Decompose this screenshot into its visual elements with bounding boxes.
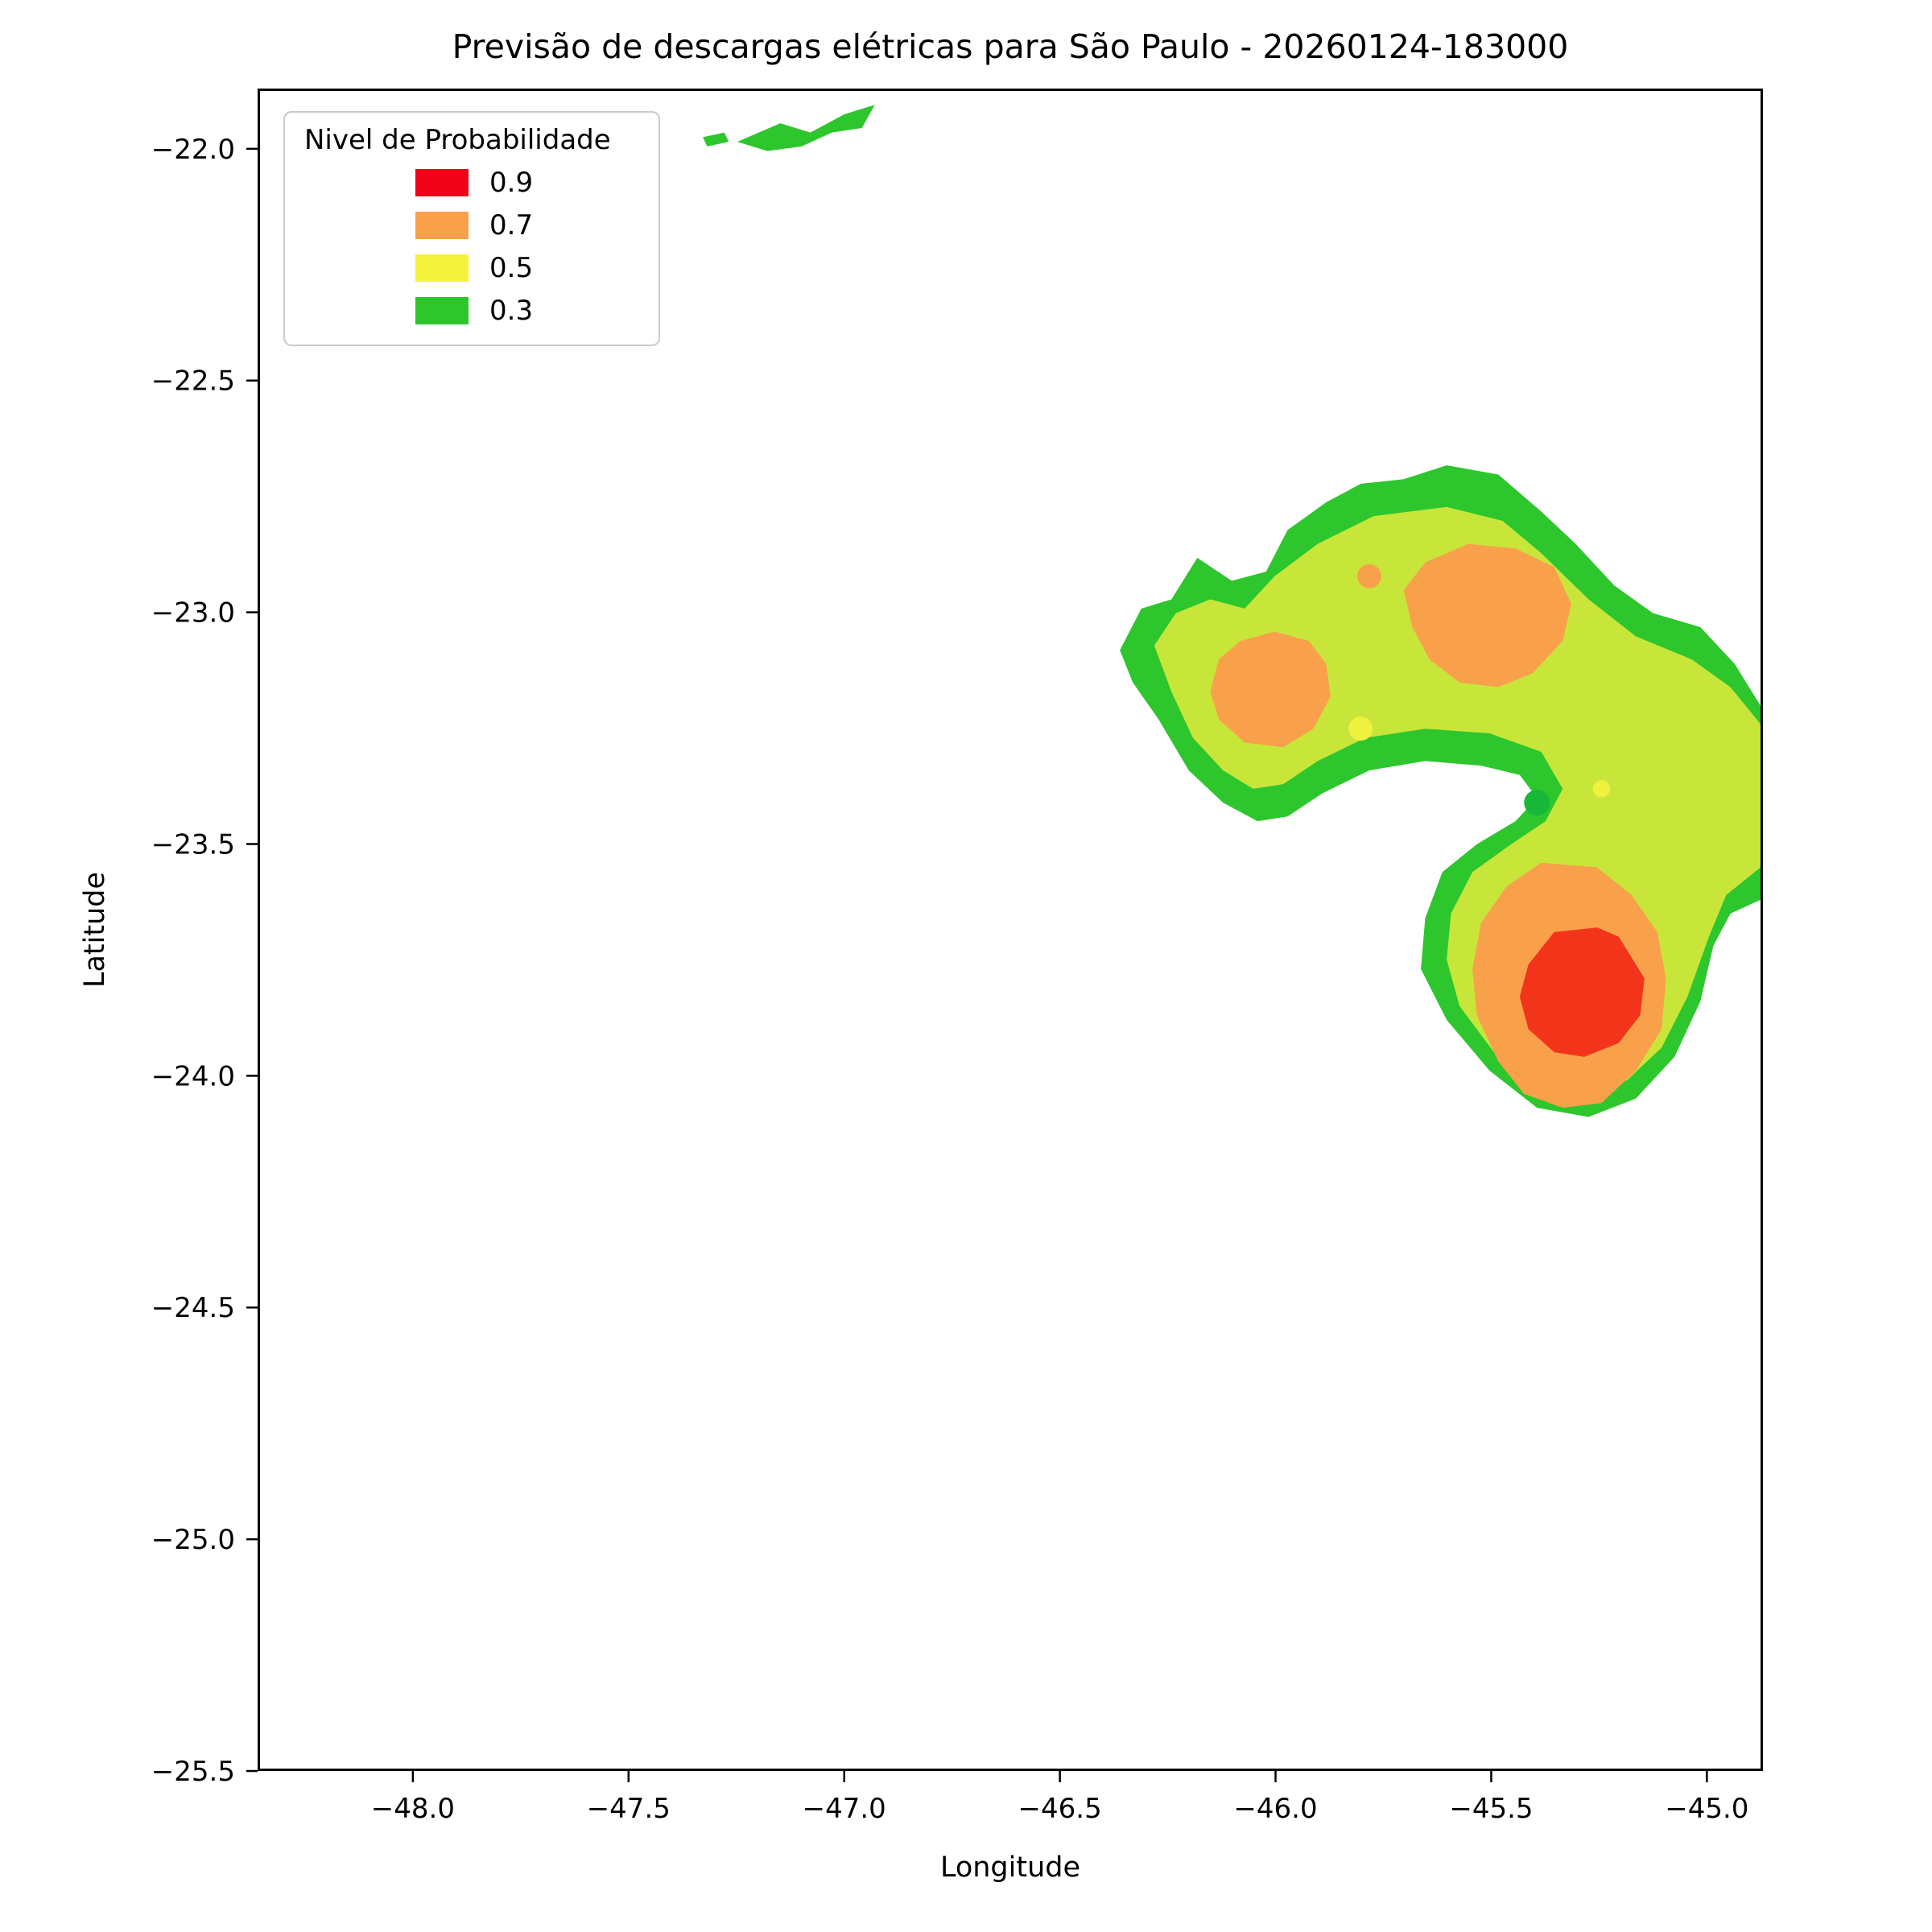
x-tick-label: −47.0 [803,1793,886,1825]
legend-title: Nivel de Probabilidade [304,124,611,156]
contour-region-orange-left-blob [1210,631,1331,748]
contour-speck-green-speck-notch [1524,790,1550,816]
legend-label: 0.3 [489,295,534,327]
y-tick-label: −23.5 [151,828,235,861]
y-tick-label: −22.0 [151,134,235,166]
legend-entries: 0.9 0.7 0.5 0.3 [304,167,639,327]
x-tick-label: −45.5 [1449,1793,1533,1825]
legend-swatch-0.9 [415,169,469,196]
x-tick-label: −45.0 [1665,1793,1748,1825]
x-tick-label: −46.0 [1233,1793,1317,1825]
legend-entry-0.5: 0.5 [304,252,639,284]
x-tick-label: −46.5 [1018,1793,1102,1825]
legend-swatch-0.7 [415,212,469,239]
contour-speck-yellow-speck-left [1348,716,1373,741]
legend-label: 0.7 [489,209,534,242]
legend-swatch-0.5 [415,254,469,282]
y-tick-label: −22.5 [151,365,235,398]
contour-region-orange-upper-blob [1403,543,1571,687]
contour-plot [703,105,1761,1117]
contour-speck-yellow-speck-right [1592,780,1611,798]
chart-title: Previsão de descargas elétricas para São… [452,27,1569,66]
contour-region-green-sliver-top [737,105,875,151]
legend-entry-0.9: 0.9 [304,167,639,199]
contour-region-green-sliver-dash [703,132,729,147]
y-tick-label: −25.5 [151,1756,235,1788]
legend-label: 0.9 [489,167,534,199]
legend-entry-0.3: 0.3 [304,295,639,327]
y-tick-label: −24.0 [151,1060,235,1092]
legend-entry-0.7: 0.7 [304,209,639,242]
x-tick-label: −48.0 [371,1793,455,1825]
y-axis-label: Latitude [79,871,111,989]
contour-speck-orange-speck [1357,564,1381,588]
x-axis-label: Longitude [939,1852,1081,1884]
contour-region-red-core [1519,927,1645,1057]
legend-label: 0.5 [489,252,534,284]
y-tick-label: −24.5 [151,1292,235,1324]
legend-swatch-0.3 [415,297,469,324]
y-tick-label: −23.0 [151,597,235,630]
x-tick-label: −47.5 [587,1793,671,1825]
plot-area [258,89,1763,1771]
legend: Nivel de Probabilidade 0.9 0.7 0.5 0.3 [283,111,660,346]
y-tick-label: −25.0 [151,1524,235,1556]
